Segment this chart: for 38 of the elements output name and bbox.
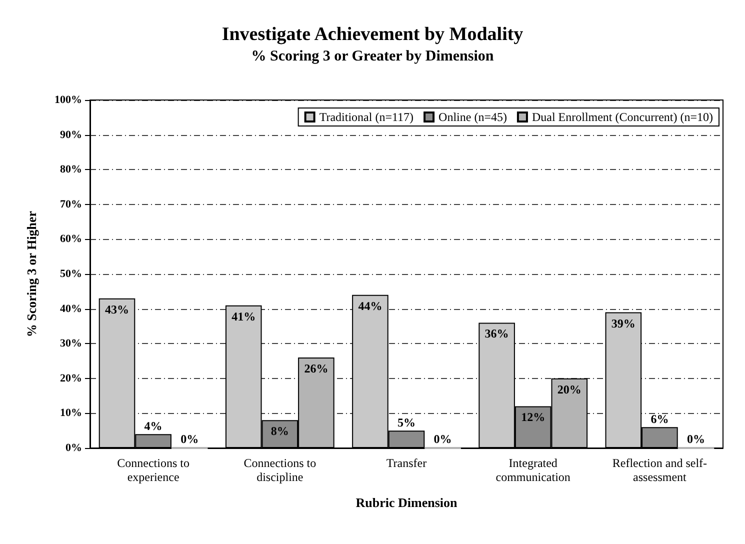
data-label: 12%	[521, 410, 546, 424]
data-label: 5%	[398, 416, 416, 430]
y-tick-label: 90%	[60, 128, 82, 141]
data-label: 44%	[358, 298, 382, 313]
data-label: 8%	[270, 424, 289, 438]
y-tick-label: 40%	[60, 302, 82, 315]
legend-label: Dual Enrollment (Concurrent) (n=10)	[532, 110, 714, 124]
y-axis-title: % Scoring 3 or Higher	[24, 210, 39, 338]
y-tick-label: 70%	[60, 198, 82, 210]
legend-label: Online (n=45)	[438, 110, 507, 124]
x-tick-label: Integrated communication	[496, 456, 570, 484]
data-label: 20%	[557, 382, 582, 396]
y-tick-label: 60%	[60, 233, 82, 246]
chart-subtitle: % Scoring 3 or Greater by Dimension	[251, 48, 494, 64]
x-tick-label: Connections to experience	[117, 456, 190, 484]
data-label: 41%	[232, 309, 256, 324]
data-label: 36%	[484, 326, 509, 341]
data-label: 0%	[180, 432, 199, 446]
data-label: 6%	[650, 412, 669, 426]
y-tick-label: 20%	[60, 372, 82, 384]
data-label: 0%	[434, 432, 452, 446]
data-label: 43%	[105, 302, 130, 316]
data-label: 4%	[144, 419, 162, 434]
x-tick-label: Connections to discipline	[244, 456, 316, 484]
data-label: 39%	[611, 316, 636, 330]
x-axis-title: Rubric Dimension	[356, 495, 458, 510]
y-tick-label: 0%	[66, 442, 82, 454]
data-label: 26%	[304, 362, 328, 376]
x-tick-label: Reflection and self- assessment	[612, 456, 708, 484]
y-tick-label: 50%	[60, 268, 82, 280]
x-tick-label: Transfer	[386, 456, 427, 470]
y-tick-label: 10%	[60, 407, 82, 420]
chart-title: Investigate Achievement by Modality	[222, 24, 524, 45]
y-tick-label: 80%	[60, 164, 82, 176]
data-label: 0%	[686, 432, 705, 446]
legend-label: Traditional (n=117)	[319, 110, 414, 124]
y-tick-label: 100%	[54, 94, 82, 106]
y-tick-label: 30%	[60, 338, 82, 350]
